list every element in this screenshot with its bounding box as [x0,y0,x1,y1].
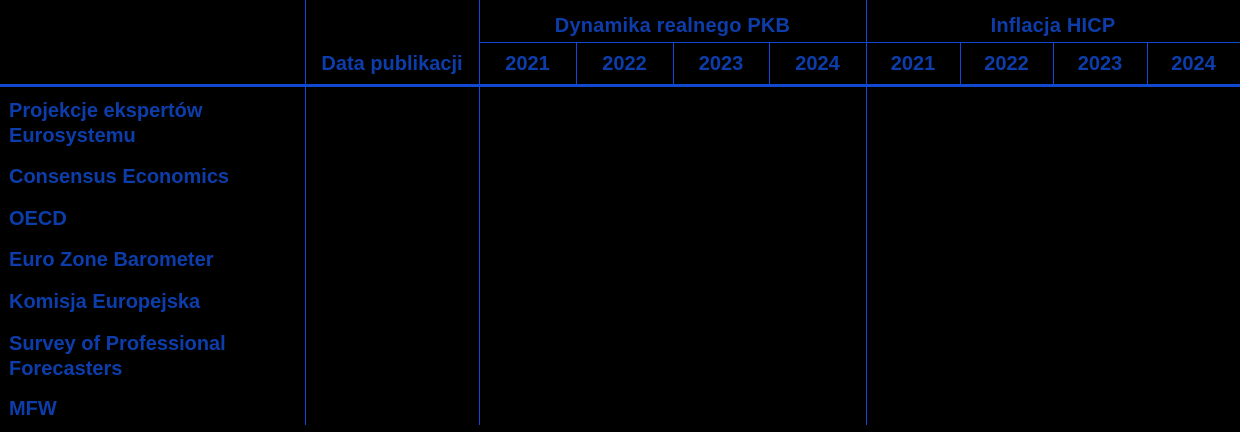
section-header-hicp: Inflacja HICP [990,14,1116,37]
year-header-hicp-2021: 2021 [890,53,936,75]
year-header-gdp-2021: 2021 [505,53,550,75]
year-header-gdp-2023: 2023 [698,53,744,75]
row-label-eurosystem-experts: Projekcje ekspertów Eurosystemu [9,100,203,147]
date-column-header: Data publikacji [321,53,463,75]
row-label-consensus-economics: Consensus Economics [9,166,230,188]
grid-line [1147,42,1148,86]
year-header-gdp-2024: 2024 [795,53,840,75]
section-header-underline [479,42,1240,43]
grid-line [576,42,577,86]
grid-line [960,42,961,86]
row-label-european-commission: Komisja Europejska [9,291,201,313]
row-label-oecd: OECD [9,208,67,230]
grid-line [1053,42,1054,86]
grid-line [673,42,674,86]
row-label-imf: MFW [9,398,57,420]
year-header-gdp-2022: 2022 [602,53,647,75]
column-divider-after-date [479,0,480,425]
row-label-survey-of-professional-forecasters: Survey of Professional Forecasters [9,333,226,380]
column-divider-after-labels [305,0,306,425]
year-header-hicp-2023: 2023 [1077,53,1123,75]
year-header-hicp-2022: 2022 [984,53,1029,75]
row-label-euro-zone-barometer: Euro Zone Barometer [9,249,214,271]
header-bottom-rule [0,84,1240,87]
grid-line [769,42,770,86]
section-divider-pkb-hicp [866,0,867,425]
year-header-hicp-2024: 2024 [1171,53,1216,75]
section-header-gdp: Dynamika realnego PKB [554,14,791,37]
